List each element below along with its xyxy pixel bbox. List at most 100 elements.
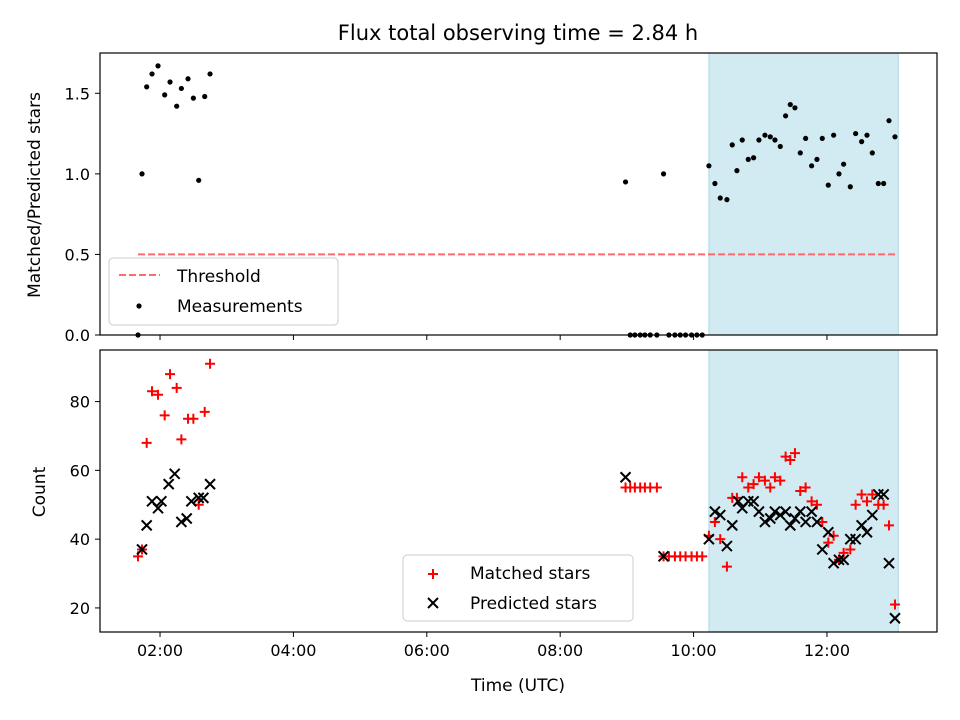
data-point: [199, 406, 210, 417]
data-point: [147, 386, 158, 397]
data-point: [867, 489, 878, 500]
data-point: [795, 486, 806, 496]
series-predicted-stars: [136, 468, 901, 624]
data-point: [814, 156, 820, 162]
data-point: [792, 105, 798, 111]
y-tick-label: 1.5: [65, 84, 90, 103]
data-point: [717, 195, 723, 201]
data-point: [764, 512, 776, 525]
data-point: [162, 92, 168, 98]
data-point: [769, 472, 780, 483]
data-point: [697, 551, 708, 562]
data-point: [765, 482, 776, 493]
data-point: [789, 448, 800, 459]
legend-threshold-label: Threshold: [176, 267, 261, 287]
series-measurements: [135, 63, 898, 338]
x-tick-label: 02:00: [137, 641, 183, 660]
data-point: [737, 472, 748, 483]
data-point: [861, 496, 872, 507]
data-point: [774, 509, 786, 521]
data-point: [144, 84, 150, 90]
axes-frame: [99, 349, 938, 633]
legend-measurements-swatch: [136, 303, 142, 309]
data-point: [866, 509, 879, 521]
data-point: [753, 505, 765, 518]
data-point: [822, 526, 834, 538]
data-point: [657, 550, 670, 563]
data-point: [789, 512, 801, 525]
data-point: [767, 134, 773, 140]
data-point: [140, 519, 153, 532]
legend-box: [402, 554, 634, 622]
data-point: [178, 85, 184, 92]
data-point: [192, 492, 205, 504]
data-point: [837, 554, 850, 566]
data-point: [797, 150, 803, 156]
data-point: [859, 139, 865, 145]
data-point: [847, 184, 853, 190]
data-point: [779, 505, 792, 518]
x-tick-label: 04:00: [270, 641, 316, 660]
data-point: [185, 76, 191, 82]
data-point: [167, 79, 173, 85]
data-point: [715, 534, 726, 545]
data-point: [759, 516, 771, 528]
data-point: [889, 612, 901, 624]
data-point: [787, 101, 793, 108]
data-point: [811, 499, 822, 510]
bottom-x-axis-label: Time (UTC): [470, 676, 565, 696]
data-point: [141, 437, 152, 448]
data-point: [171, 382, 182, 393]
data-point: [889, 599, 900, 610]
data-point: [777, 143, 783, 150]
data-point: [856, 489, 867, 500]
data-point: [878, 499, 889, 510]
data-point: [712, 180, 718, 187]
data-point: [734, 168, 740, 174]
data-point: [651, 482, 662, 493]
data-point: [188, 413, 199, 424]
data-point: [747, 495, 760, 508]
data-point: [762, 132, 768, 138]
data-point: [202, 93, 208, 100]
data-point: [841, 161, 847, 167]
x-tick-label: 12:00: [804, 641, 850, 660]
data-point: [849, 533, 862, 545]
y-tick-label: 0.0: [65, 326, 90, 345]
data-point: [803, 135, 809, 142]
data-point: [745, 156, 751, 162]
y-tick-label: 20: [70, 599, 90, 618]
y-tick-label: 0.5: [65, 245, 90, 264]
data-point: [783, 113, 789, 119]
data-point: [709, 516, 720, 527]
data-point: [165, 369, 176, 380]
data-point: [864, 132, 870, 138]
data-point: [149, 71, 155, 77]
legend: Threshold Measurements: [108, 257, 339, 326]
data-point: [739, 137, 745, 143]
data-point: [706, 163, 712, 169]
data-point: [772, 137, 778, 143]
legend-measurements-label: Measurements: [177, 297, 303, 317]
data-point: [809, 163, 815, 169]
data-point: [721, 561, 732, 572]
data-point: [817, 516, 828, 527]
data-point: [176, 434, 187, 445]
data-point: [769, 505, 781, 518]
legend-predicted-swatch: [427, 597, 439, 609]
x-tick-label: 10:00: [671, 641, 717, 660]
data-point: [794, 505, 806, 518]
data-point: [155, 63, 161, 69]
x-tick-label: 06:00: [404, 641, 450, 660]
data-point: [805, 505, 818, 518]
data-point: [204, 478, 216, 490]
bottom-panel: 02:00 04:00 06:00 08:00 10:00 12:00 20 40 60 80 Ma…: [70, 349, 938, 660]
axes-frame: [99, 52, 938, 336]
data-point: [831, 132, 837, 138]
data-point: [811, 516, 823, 528]
data-point: [845, 544, 856, 555]
data-point: [784, 519, 796, 532]
data-point: [619, 471, 632, 483]
data-point: [892, 134, 898, 140]
